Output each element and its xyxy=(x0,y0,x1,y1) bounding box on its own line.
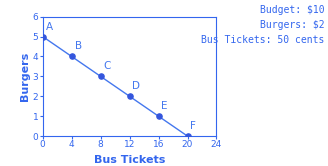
Y-axis label: Burgers: Burgers xyxy=(20,52,30,101)
Point xyxy=(40,35,45,38)
Text: E: E xyxy=(161,101,168,111)
Text: A: A xyxy=(46,22,53,32)
Text: F: F xyxy=(190,121,196,131)
Point xyxy=(98,75,103,78)
Text: Budget: $10
Burgers: $2
Bus Tickets: 50 cents: Budget: $10 Burgers: $2 Bus Tickets: 50 … xyxy=(201,5,325,45)
Text: C: C xyxy=(104,61,111,71)
Point xyxy=(69,55,74,58)
X-axis label: Bus Tickets: Bus Tickets xyxy=(94,155,165,165)
Point xyxy=(127,95,132,98)
Text: D: D xyxy=(133,81,140,91)
Point xyxy=(156,115,161,118)
Text: B: B xyxy=(74,42,82,51)
Point xyxy=(185,135,190,137)
